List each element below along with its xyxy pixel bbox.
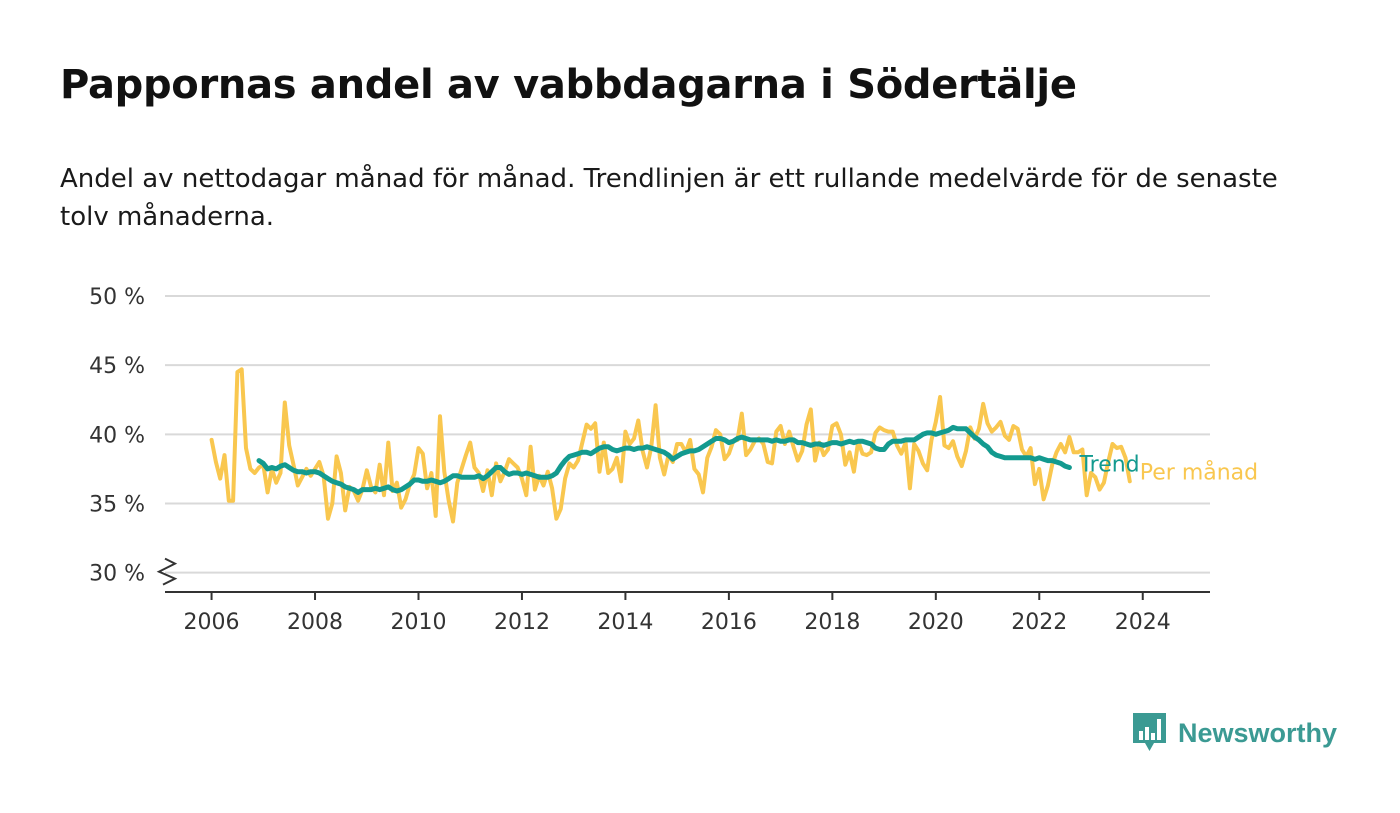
series-label-monthly: Per månad <box>1140 459 1258 485</box>
y-tick-label: 40 % <box>89 423 145 448</box>
x-tick-label: 2012 <box>494 610 550 635</box>
x-tick-label: 2010 <box>390 610 446 635</box>
newsworthy-brand[interactable]: Newsworthy <box>1133 712 1337 754</box>
x-tick-label: 2008 <box>287 610 343 635</box>
y-tick-label: 35 % <box>89 492 145 517</box>
x-tick-label: 2022 <box>1011 610 1067 635</box>
x-tick-label: 2018 <box>804 610 860 635</box>
x-tick-label: 2024 <box>1115 610 1171 635</box>
x-axis <box>156 557 1210 600</box>
x-tick-label: 2006 <box>184 610 240 635</box>
series-lines <box>209 367 1132 524</box>
x-tick-label: 2020 <box>908 610 964 635</box>
axis-break-icon <box>156 557 178 586</box>
x-tick-label: 2014 <box>597 610 653 635</box>
y-tick-label: 30 % <box>89 562 145 587</box>
chart-title: Pappornas andel av vabbdagarna i Södertä… <box>60 62 1077 108</box>
y-tick-label: 45 % <box>89 354 145 379</box>
newsworthy-logo-icon <box>1133 713 1166 751</box>
chart-subtitle: Andel av nettodagar månad för månad. Tre… <box>60 164 1278 232</box>
y-axis-labels: 30 % 35 % 40 % 45 % 50 % <box>89 285 145 587</box>
series-label-trend: Trend <box>1078 453 1139 478</box>
grid-lines <box>165 295 1210 574</box>
y-tick-label: 50 % <box>89 285 145 310</box>
series-line-monthly <box>209 367 1132 524</box>
series-line-trend <box>256 424 1072 495</box>
x-tick-label: 2016 <box>701 610 757 635</box>
x-axis-labels: 2006 2008 2010 2012 2014 2016 2018 2020 2022 2024 <box>184 610 1171 635</box>
brand-name: Newsworthy <box>1178 717 1338 748</box>
